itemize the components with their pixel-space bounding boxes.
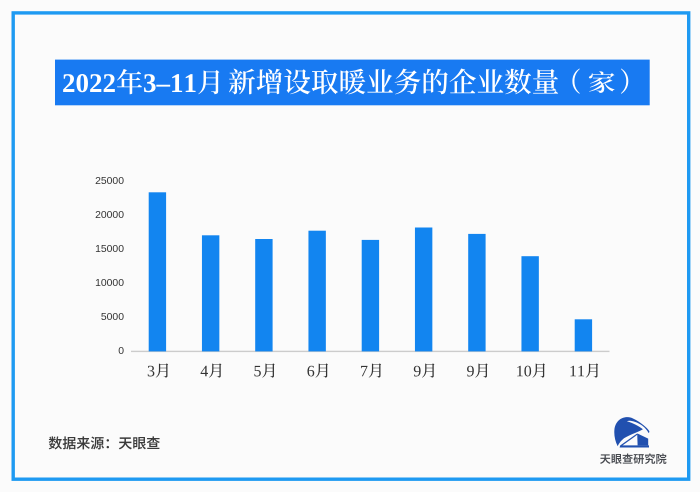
- svg-text:10000: 10000: [95, 278, 124, 289]
- svg-text:15000: 15000: [95, 244, 124, 255]
- svg-text:0: 0: [118, 346, 124, 357]
- svg-text:25000: 25000: [95, 176, 124, 187]
- svg-text:20000: 20000: [95, 210, 124, 221]
- svg-text:5000: 5000: [101, 312, 124, 323]
